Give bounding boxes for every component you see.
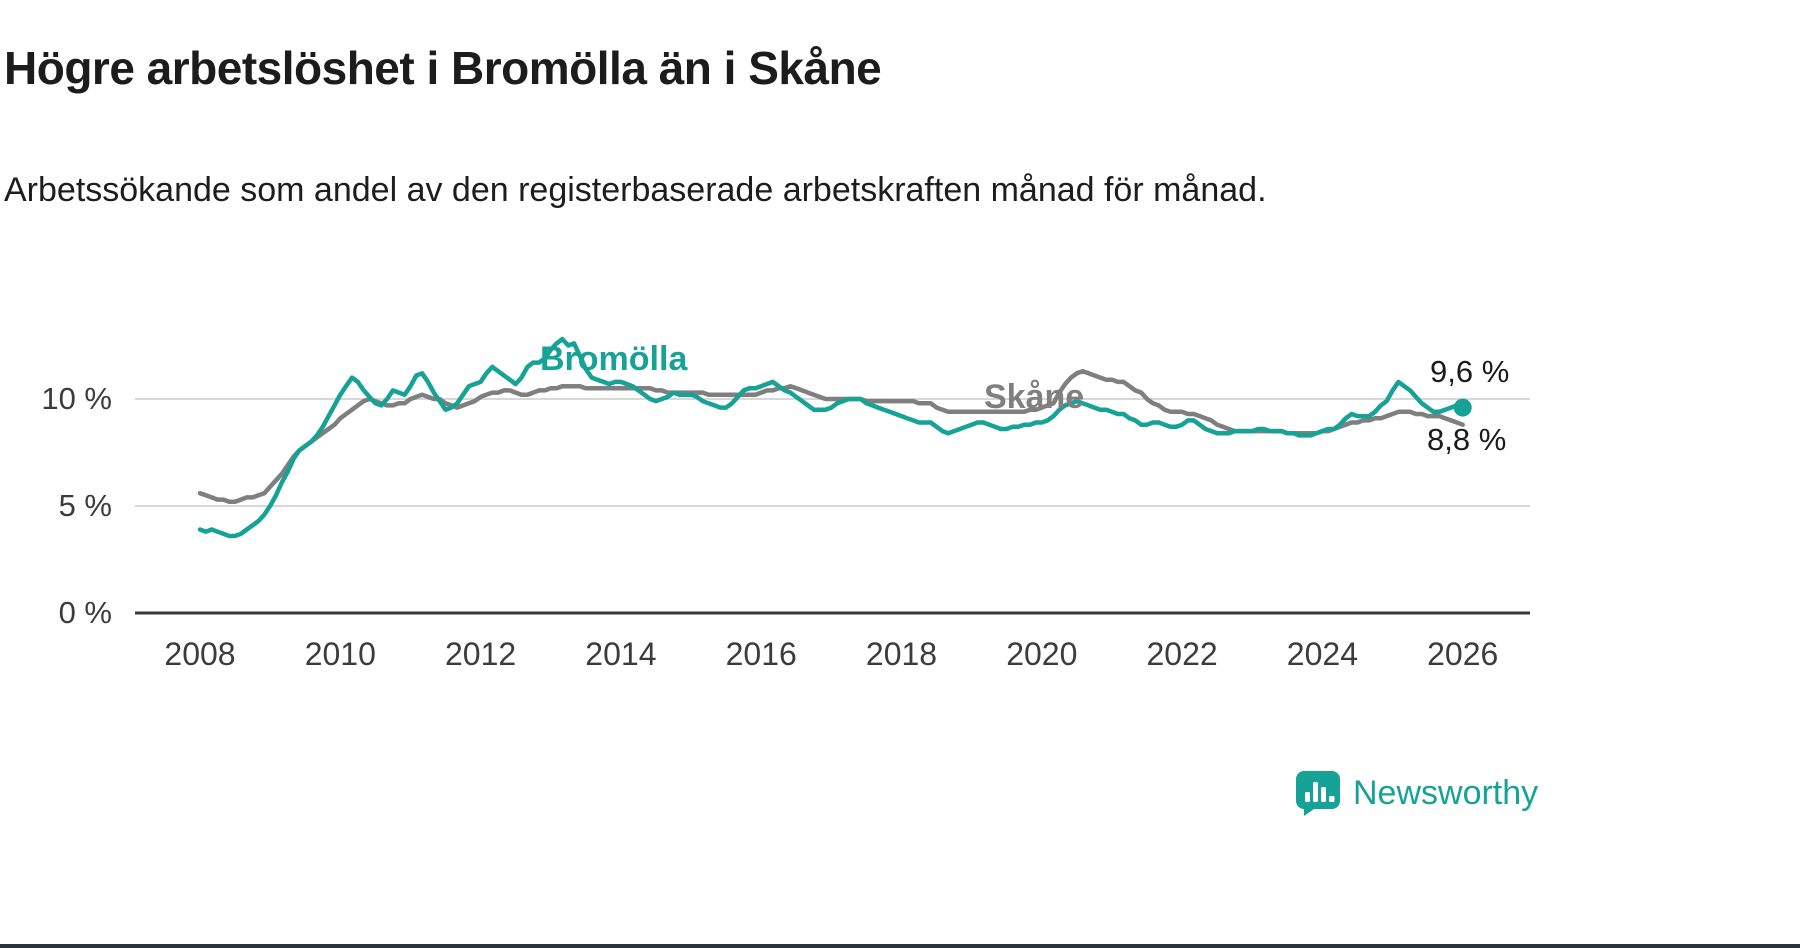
series-label-skane: Skåne bbox=[984, 378, 1085, 416]
Bromölla-line bbox=[197, 336, 1465, 539]
brand-name: Newsworthy bbox=[1353, 773, 1539, 812]
Bromölla-end-marker bbox=[1453, 398, 1472, 417]
y-tick-label: 10 % bbox=[41, 381, 112, 416]
y-tick-label: 0 % bbox=[58, 595, 112, 630]
x-tick-label: 2016 bbox=[725, 636, 797, 672]
x-tick-label: 2008 bbox=[164, 636, 236, 672]
x-tick-label: 2018 bbox=[865, 636, 938, 672]
x-tick-label: 2020 bbox=[1006, 636, 1078, 672]
x-tick-label: 2014 bbox=[585, 636, 657, 672]
newsworthy-logo[interactable]: Newsworthy bbox=[1295, 770, 1538, 816]
series-label-bromolla: Bromölla bbox=[540, 340, 688, 378]
logo-bar-1 bbox=[1305, 792, 1310, 802]
Skåne-line bbox=[197, 368, 1465, 504]
logo-bar-2 bbox=[1313, 782, 1318, 802]
newsworthy-bar-chart-icon bbox=[1295, 770, 1341, 816]
bottom-divider bbox=[0, 944, 1800, 948]
logo-bar-3 bbox=[1321, 787, 1326, 802]
x-tick-label: 2026 bbox=[1427, 636, 1499, 672]
unemployment-chart: 0 % 5 % 10 % 2008 2010 2012 2014 2016 2018 2020 2… bbox=[0, 270, 1600, 710]
x-tick-label: 2012 bbox=[445, 636, 517, 672]
x-tick-label: 2010 bbox=[304, 636, 376, 672]
page-title: Högre arbetslöshet i Bromölla än i Skåne bbox=[4, 41, 882, 94]
end-value-skane: 8,8 % bbox=[1427, 422, 1507, 457]
x-tick-label: 2022 bbox=[1146, 636, 1218, 672]
end-value-bromolla: 9,6 % bbox=[1430, 354, 1510, 389]
plot-svg bbox=[135, 336, 1530, 615]
logo-dot bbox=[1329, 796, 1335, 802]
x-tick-label: 2024 bbox=[1286, 636, 1358, 672]
y-tick-label: 5 % bbox=[58, 488, 112, 523]
chart-subtitle: Arbetssökande som andel av den registerb… bbox=[4, 171, 1267, 209]
